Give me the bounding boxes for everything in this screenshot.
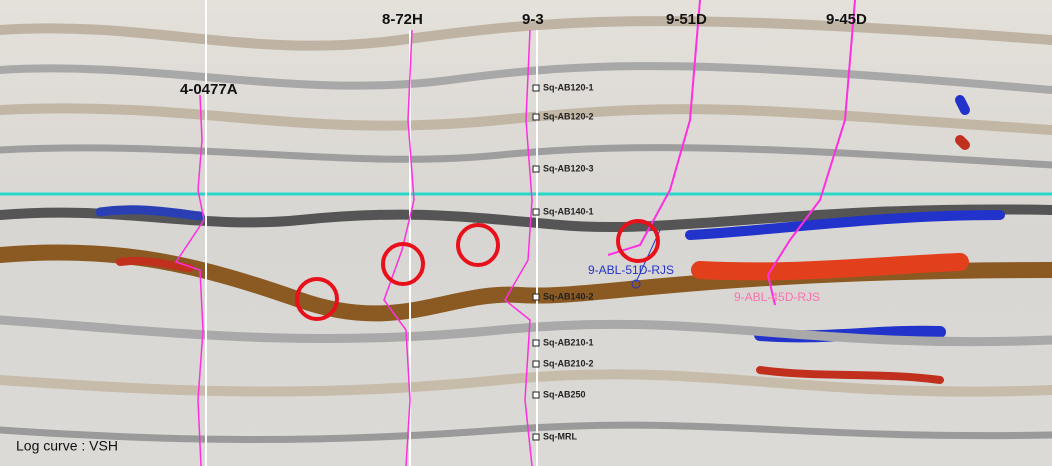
horizon-label: Sq-AB140-2: [543, 291, 594, 301]
wells: [174, 0, 856, 466]
horizon-label: Sq-AB120-3: [543, 163, 594, 173]
horizon-label: Sq-MRL: [543, 431, 577, 441]
highlight-circles: [295, 219, 660, 321]
horizon-label: Sq-AB210-2: [543, 358, 594, 368]
well-label: 4-0477A: [180, 81, 238, 98]
well-path-label: 9-ABL-51D-RJS: [588, 263, 674, 277]
well-path-label: 9-ABL-45D-RJS: [734, 290, 820, 304]
reflectors: [0, 16, 1052, 443]
horizon-label: Sq-AB120-2: [543, 111, 594, 121]
well-label: 9-3: [522, 11, 544, 28]
well-label: 9-51D: [666, 11, 707, 28]
horizon-label: Sq-AB210-1: [543, 337, 594, 347]
horizon-label: Sq-AB140-1: [543, 206, 594, 216]
horizon-label: Sq-AB120-1: [543, 82, 594, 92]
well-label: 8-72H: [382, 11, 423, 28]
well-label: 9-45D: [826, 11, 867, 28]
horizon-markers: [532, 84, 540, 441]
horizon-label: Sq-AB250: [543, 389, 586, 399]
legend: Log curve : VSH: [16, 438, 118, 454]
